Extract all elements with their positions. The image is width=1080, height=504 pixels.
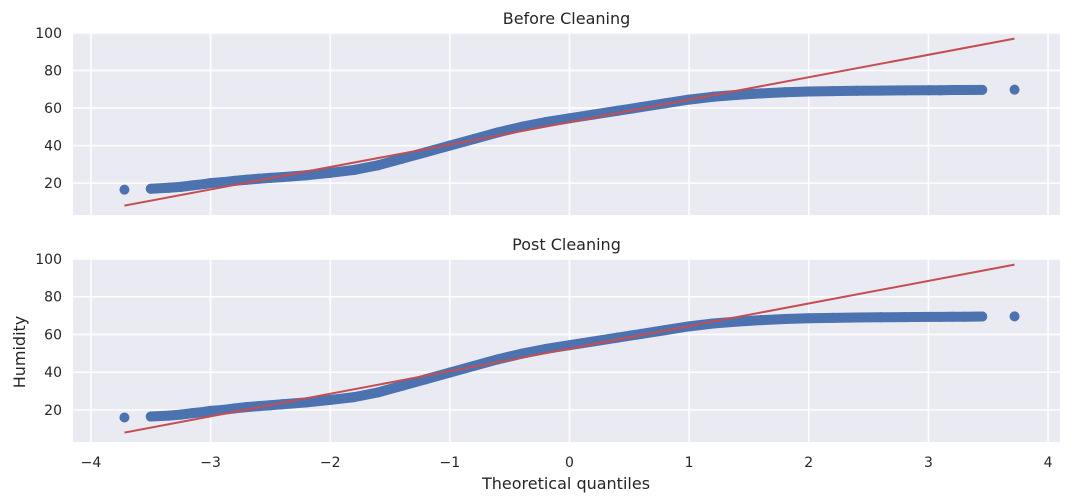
y-tick-label: 40 [44, 139, 62, 155]
y-tick-label: 100 [35, 252, 62, 268]
reference-fit-line [124, 37, 1015, 207]
reference-fit-line [124, 263, 1015, 434]
x-tick-label: −2 [320, 455, 341, 471]
data-point [119, 184, 130, 195]
y-tick-label: 60 [44, 101, 62, 117]
y-tick-label: 80 [44, 64, 62, 80]
y-tick-label: 80 [44, 290, 62, 306]
data-point [1009, 311, 1020, 322]
x-axis-label: Theoretical quantiles [481, 474, 650, 493]
y-tick-label: 100 [35, 26, 62, 42]
x-tick-label: 3 [924, 455, 933, 471]
y-tick-label: 60 [44, 327, 62, 343]
shared-x-axis: −4 −3 −2 −1 0 1 2 3 4 [81, 455, 1053, 471]
y-tick-label: 40 [44, 365, 62, 381]
data-point [1009, 84, 1020, 95]
x-tick-label: −1 [440, 455, 461, 471]
x-tick-label: 0 [565, 455, 574, 471]
x-tick-label: 2 [804, 455, 813, 471]
y-tick-label: 20 [44, 176, 62, 192]
x-tick-label: 4 [1044, 455, 1053, 471]
y-tick-label: 20 [44, 403, 62, 419]
panel-title: Post Cleaning [512, 235, 621, 254]
data-point [119, 412, 130, 423]
x-tick-label: −4 [81, 455, 102, 471]
y-axis-label: Humidity [10, 316, 29, 389]
panel-before-cleaning: 20 40 60 80 100 Before Cleaning [35, 9, 1060, 215]
x-tick-label: 1 [685, 455, 694, 471]
panel-title: Before Cleaning [503, 9, 631, 28]
panel-post-cleaning: 20 40 60 80 100 Post Cleaning [35, 235, 1060, 442]
x-tick-label: −3 [200, 455, 221, 471]
